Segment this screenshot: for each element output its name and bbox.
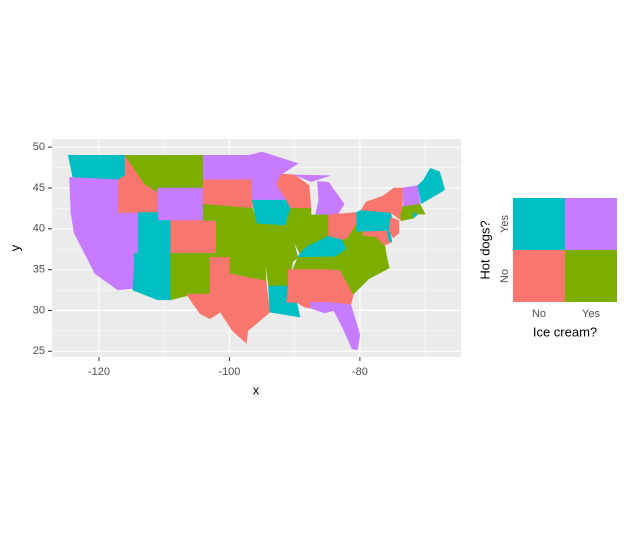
state (69, 177, 119, 213)
state (402, 185, 421, 208)
y-tick-label: 35 (33, 264, 45, 276)
state (401, 203, 426, 215)
legend-y-level: Yes (499, 215, 511, 233)
y-tick-label: 40 (33, 223, 45, 235)
legend-tile (513, 250, 565, 302)
state (157, 187, 204, 221)
state (185, 257, 271, 344)
legend-x-level: No (532, 308, 546, 320)
state (170, 253, 211, 301)
state (356, 209, 395, 232)
state (360, 187, 404, 222)
legend-tile (565, 198, 617, 250)
legend: Ice cream? Hot dogs? No Yes No Yes (477, 198, 617, 339)
y-tick-label: 45 (33, 182, 45, 194)
y-tick-label: 50 (33, 141, 45, 153)
state (309, 301, 361, 351)
legend-tile (565, 250, 617, 302)
y-tick-label: 30 (33, 304, 45, 316)
state (286, 269, 307, 308)
state (388, 216, 400, 239)
legend-tile (513, 198, 565, 250)
x-tick-label: -120 (88, 366, 110, 378)
state (413, 212, 419, 219)
state (67, 155, 119, 181)
legend-x-title: Ice cream? (533, 324, 597, 339)
x-axis-title: x (253, 382, 260, 397)
axes: -120 -100 -80 25 30 35 40 45 50 (33, 141, 368, 378)
legend-y-title: Hot dogs? (477, 220, 492, 279)
x-tick-label: -100 (218, 366, 240, 378)
legend-y-level: No (499, 269, 511, 283)
legend-x-level: Yes (582, 308, 600, 320)
state (170, 220, 217, 254)
state (294, 174, 330, 182)
state (417, 168, 446, 204)
state (203, 179, 253, 209)
y-axis-title: y (7, 244, 22, 251)
map-states (67, 151, 446, 351)
x-tick-label: -80 (352, 366, 368, 378)
y-tick-label: 25 (33, 345, 45, 357)
state (203, 155, 252, 181)
state (216, 228, 266, 254)
